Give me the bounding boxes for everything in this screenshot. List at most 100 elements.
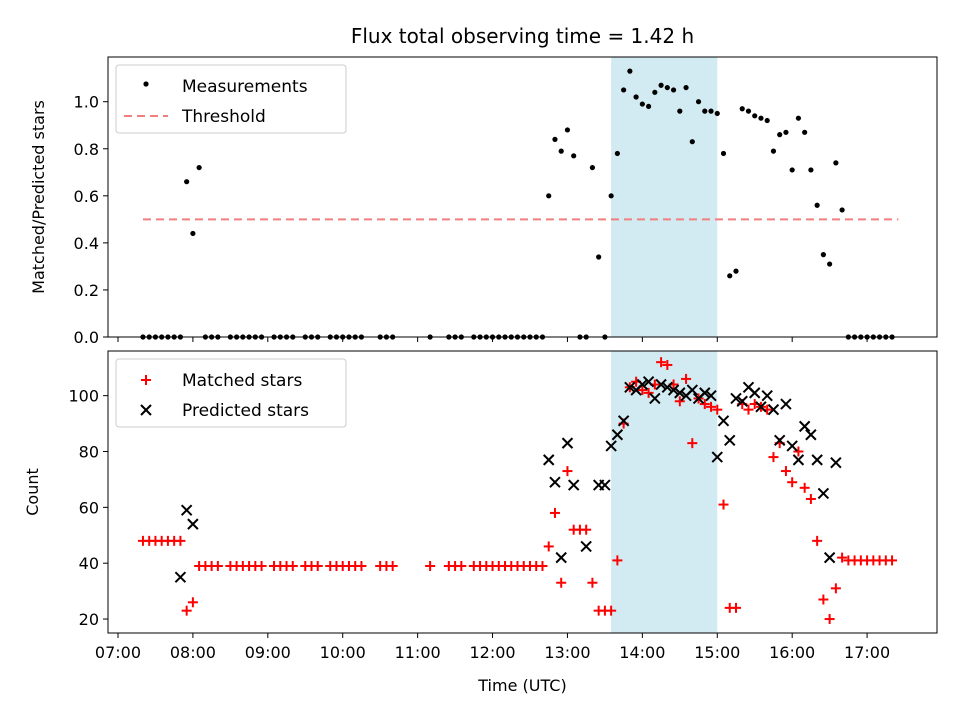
- matched-stars-point: [818, 594, 829, 605]
- predicted-stars-point: [174, 571, 187, 583]
- legend-box: [115, 358, 347, 428]
- plot-marks-bottom: [137, 357, 898, 625]
- predicted-stars-point: [761, 389, 773, 402]
- predicted-stars-point: [180, 504, 193, 516]
- matched-stars-point: [175, 535, 186, 546]
- matched-stars-point: [674, 396, 685, 407]
- matched-stars-point: [656, 357, 667, 368]
- legend-label: Threshold: [181, 107, 266, 127]
- y-axis-ticks-bottom: 20 40 60 80 100: [68, 387, 108, 629]
- matched-stars-point: [787, 477, 798, 488]
- matched-stars-point: [812, 535, 823, 546]
- x-tick-label: 08:00: [170, 643, 216, 662]
- matched-stars-point: [581, 524, 592, 535]
- predicted-stars-point: [805, 429, 817, 441]
- matched-stars-point: [780, 466, 791, 477]
- measurement-point: [639, 101, 645, 107]
- predicted-stars-point: [749, 387, 761, 399]
- y-tick-label: 1.0: [74, 93, 99, 112]
- predicted-stars-point: [655, 378, 667, 391]
- matched-stars-point: [799, 482, 810, 493]
- matched-stars-point: [699, 399, 710, 410]
- measurement-point: [833, 160, 839, 166]
- matched-stars-point: [543, 541, 554, 552]
- measurement-point: [802, 129, 808, 135]
- measurement-point: [720, 150, 727, 157]
- measurement-point: [733, 268, 739, 274]
- x-tick-label: 12:00: [469, 643, 515, 662]
- predicted-stars-point: [187, 518, 199, 530]
- measurement-point: [664, 84, 670, 91]
- predicted-stars-point: [686, 384, 699, 396]
- y-axis-label-count: Count: [23, 468, 42, 516]
- measurement-point: [808, 167, 814, 173]
- observing-window-shade-top: [611, 57, 718, 337]
- predicted-stars-point: [667, 384, 680, 396]
- x-tick-label: 11:00: [395, 643, 441, 662]
- predicted-stars-point: [705, 389, 717, 402]
- measurement-point: [614, 150, 620, 157]
- measurement-point: [645, 103, 652, 110]
- x-axis-label-time: Time (UTC): [477, 676, 566, 695]
- legend-marker-measurements: [143, 81, 149, 87]
- chart-title: Flux total observing time = 1.42 h: [351, 24, 694, 48]
- predicted-stars-point: [711, 451, 723, 463]
- predicted-stars-point: [823, 551, 836, 564]
- measurement-point: [739, 106, 745, 112]
- matched-stars-point: [687, 438, 698, 449]
- y-axis-label-ratio: Matched/Predicted stars: [29, 100, 48, 294]
- measurement-point: [670, 87, 677, 93]
- measurement-point: [658, 82, 664, 88]
- measurement-point: [714, 110, 720, 117]
- predicted-stars-point: [717, 415, 730, 427]
- measurement-point: [608, 193, 614, 199]
- legend-label: Predicted stars: [182, 401, 309, 421]
- legend-box: [115, 64, 347, 134]
- matched-stars-point: [637, 385, 648, 396]
- predicted-stars-point: [755, 401, 767, 413]
- measurement-point: [184, 179, 190, 185]
- matched-stars-point: [662, 359, 673, 370]
- observing-window-shade-bottom: [611, 351, 718, 633]
- measurement-point: [621, 87, 627, 93]
- axes-frame-top: [107, 56, 938, 338]
- matched-stars-point: [643, 387, 654, 398]
- x-axis-ticks-bottom: 07:00 08:00 09:00 10:00 11:00 12:00 13:00 14:00…: [95, 633, 890, 662]
- matched-stars-point: [830, 583, 841, 594]
- matched-stars-point: [768, 452, 779, 463]
- measurement-point: [683, 84, 689, 91]
- predicted-stars-point: [599, 479, 611, 491]
- measurement-point: [745, 108, 752, 114]
- predicted-stars-point: [767, 403, 780, 416]
- predicted-stars-point: [830, 456, 842, 469]
- measurement-point: [552, 136, 558, 142]
- predicted-stars-point: [580, 540, 592, 553]
- matched-stars-point: [606, 605, 617, 616]
- measurement-point: [727, 273, 733, 279]
- measurement-point: [708, 108, 714, 114]
- matched-stars-point: [287, 560, 298, 571]
- predicted-stars-point: [642, 376, 655, 388]
- predicted-stars-point: [699, 387, 711, 399]
- measurement-point: [783, 129, 789, 135]
- legend-label: Measurements: [182, 77, 308, 97]
- measurement-point: [695, 99, 702, 105]
- predicted-stars-point: [817, 487, 830, 500]
- y-tick-label: 0.4: [74, 234, 99, 253]
- predicted-stars-point: [543, 454, 555, 466]
- predicted-stars-point: [773, 434, 786, 447]
- y-tick-label: 60: [79, 498, 99, 517]
- x-tick-label: 17:00: [844, 643, 890, 662]
- predicted-stars-point: [605, 440, 617, 452]
- predicted-stars-point: [661, 381, 674, 394]
- predicted-stars-point: [636, 378, 649, 391]
- y-tick-label: 40: [79, 554, 99, 573]
- matched-stars-point: [562, 466, 573, 477]
- y-axis-ticks-top: 0.0 0.2 0.4 0.6 0.8 1.0: [74, 93, 108, 347]
- matched-stars-point: [805, 493, 816, 504]
- y-tick-label: 20: [79, 610, 99, 629]
- matched-stars-point: [793, 446, 804, 457]
- measurement-point: [190, 230, 196, 237]
